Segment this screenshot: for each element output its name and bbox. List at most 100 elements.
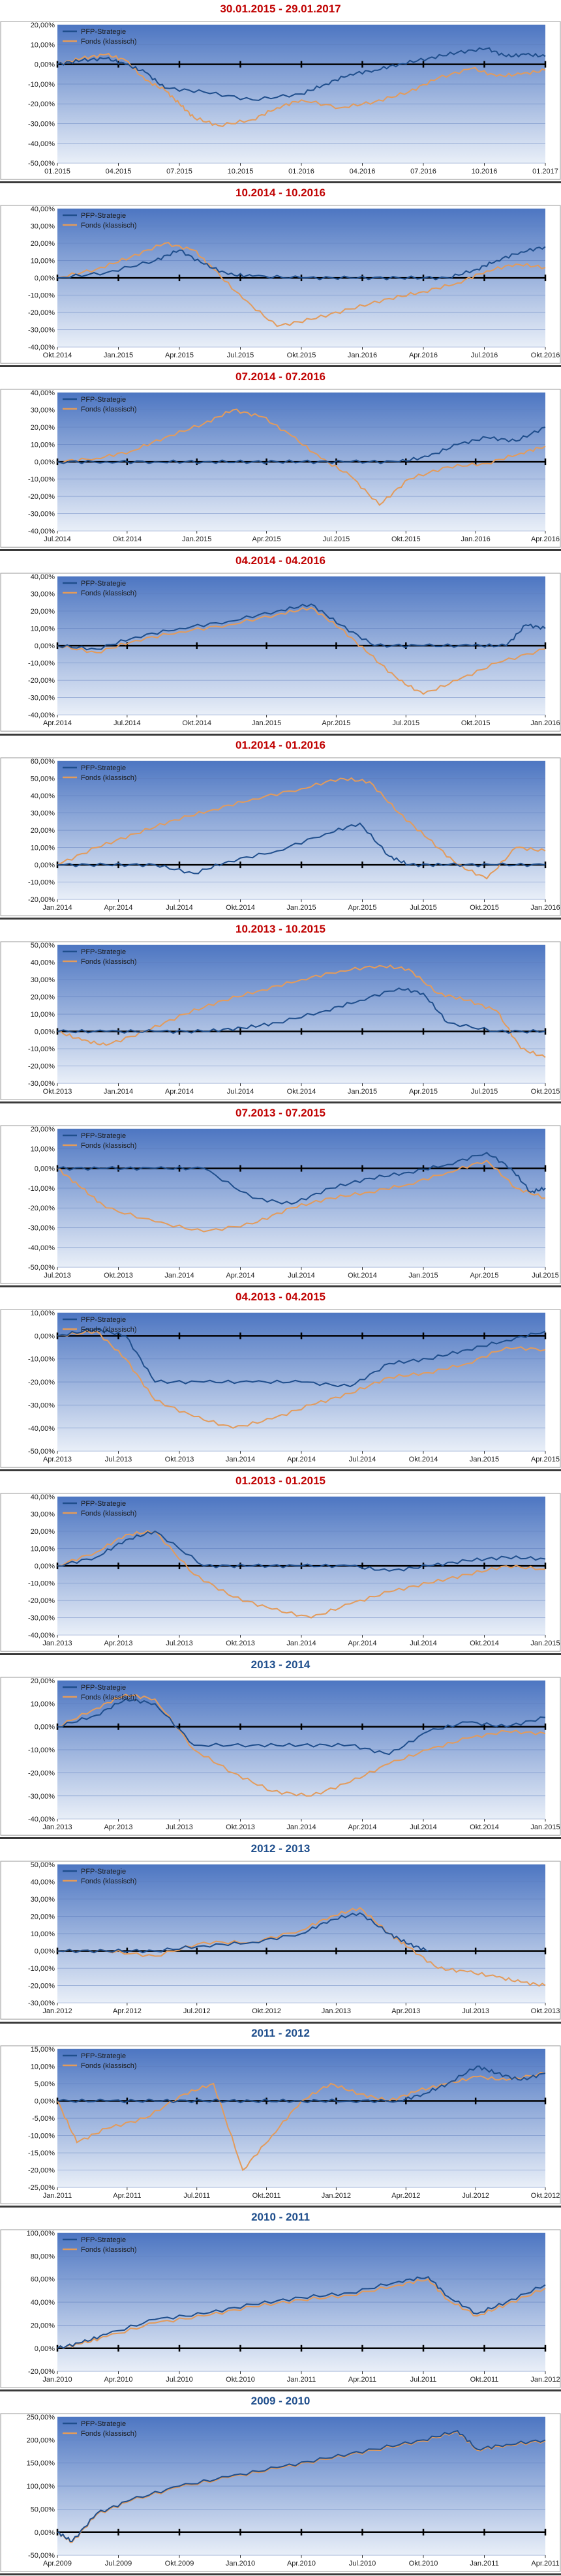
y-tick-label: -10,00% [28,1185,55,1193]
chart-title: 04.2014 - 04.2016 [235,554,326,567]
legend-label: PFP-Strategie [81,1684,126,1692]
legend: PFP-Strategie Fonds (klassisch) [63,764,137,782]
y-tick-label: 10,00% [31,1011,55,1019]
y-tick-label: 0,00% [35,1028,55,1036]
chart-panel: 2009 - 2010 250,00% 200,00% 150,00% 100,00% 5… [0,2392,561,2576]
y-tick-label: -10,00% [28,476,55,484]
y-tick-label: 10,00% [31,625,55,633]
y-tick-label: 30,00% [31,976,55,984]
x-tick-label: Jul.2011 [410,2376,437,2384]
legend: PFP-Strategie Fonds (klassisch) [63,1316,137,1334]
y-tick-label: 40,00% [31,1879,55,1887]
legend-label: Fonds (klassisch) [81,2062,137,2070]
y-tick-label: 20,00% [31,240,55,248]
legend-label: Fonds (klassisch) [81,1510,137,1518]
x-tick-label: Jan.2013 [42,1823,72,1831]
y-tick-label: 30,00% [31,223,55,231]
x-tick-label: Jul.2016 [471,352,498,359]
x-tick-label: Jan.2014 [226,1456,255,1463]
x-tick-label: Jan.2011 [287,2376,316,2384]
x-tick-label: Okt.2014 [43,352,72,359]
legend: PFP-Strategie Fonds (klassisch) [63,1868,137,1885]
line-chart: 20,00% 10,00% 0,00% -10,00% -20,00% -30,00% -4… [0,21,561,180]
legend-label: PFP-Strategie [81,948,126,956]
x-tick-label: Okt.2013 [531,2008,560,2016]
line-chart: 20,00% 10,00% 0,00% -10,00% -20,00% -30,00% -4… [0,1677,561,1836]
y-tick-label: -50,00% [28,160,55,168]
panel-separator [0,1101,561,1103]
x-tick-label: Okt.2013 [226,1823,255,1831]
y-tick-label: -40,00% [28,1244,55,1252]
series-line [57,1694,546,1797]
series-line [57,1907,546,1987]
chart-panel: 2011 - 2012 15,00% 10,00% 5,00% 0,00% -5,00% -… [0,2024,561,2208]
series-line [57,1698,546,1756]
y-tick-label: -40,00% [28,1425,55,1433]
y-tick-label: -40,00% [28,140,55,148]
x-tick-label: Jan.2013 [322,2008,351,2016]
y-tick-label: 20,00% [31,2322,55,2329]
chart-panel: 2012 - 2013 50,00% 40,00% 30,00% 20,00% 10,00… [0,1840,561,2024]
x-tick-label: Jul.2012 [183,2008,211,2016]
chart-panel: 01.2013 - 01.2015 40,00% 30,00% 20,00% 10,00… [0,1472,561,1656]
legend-label: Fonds (klassisch) [81,1142,137,1150]
x-tick-label: Jul.2013 [105,1456,132,1463]
x-tick-label: Okt.2014 [470,1640,499,1647]
x-tick-label: Jan.2016 [530,720,560,728]
y-tick-label: -10,00% [28,2132,55,2140]
legend-label: Fonds (klassisch) [81,1878,137,1885]
x-tick-label: Apr.2014 [104,904,132,912]
y-tick-label: -30,00% [28,1615,55,1623]
line-chart: 40,00% 30,00% 20,00% 10,00% 0,00% -10,00% -20,… [0,205,561,364]
y-tick-label: 10,00% [31,844,55,852]
y-tick-label: 0,00% [35,1724,55,1731]
series-line [57,1328,546,1388]
x-tick-label: Okt.2014 [287,1088,316,1096]
x-tick-label: Apr.2015 [531,1456,560,1463]
y-tick-label: -20,00% [28,100,55,108]
legend-label: PFP-Strategie [81,1868,126,1876]
x-tick-label: Apr.2010 [287,2560,316,2568]
y-tick-label: -50,00% [28,2552,55,2560]
y-tick-label: -20,00% [28,678,55,685]
legend-label: PFP-Strategie [81,1132,126,1140]
x-tick-label: Jul.2014 [410,1823,437,1831]
y-tick-label: 10,00% [31,1145,55,1153]
x-tick-label: Jul.2015 [532,1272,559,1280]
y-tick-label: -50,00% [28,1448,55,1456]
x-tick-label: Okt.2014 [409,1456,438,1463]
line-chart: 60,00% 50,00% 40,00% 30,00% 20,00% 10,00% 0,00… [0,757,561,916]
y-tick-label: 20,00% [31,1913,55,1921]
x-tick-label: Apr.2014 [348,1640,376,1647]
y-tick-label: -10,00% [28,1580,55,1588]
chart-title: 01.2014 - 01.2016 [235,738,326,751]
legend: PFP-Strategie Fonds (klassisch) [63,580,137,597]
chart-panel: 10.2014 - 10.2016 40,00% 30,00% 20,00% 10,00… [0,184,561,368]
legend-label: Fonds (klassisch) [81,1326,137,1334]
x-tick-label: Jan.2015 [470,1456,499,1463]
x-tick-label: Jul.2012 [462,2192,489,2200]
legend-label: PFP-Strategie [81,1316,126,1324]
chart-panel: 10.2013 - 10.2015 50,00% 40,00% 30,00% 20,00… [0,920,561,1104]
chart-panel: 01.2014 - 01.2016 60,00% 50,00% 40,00% 30,00… [0,736,561,920]
x-tick-label: 01.2015 [44,168,70,175]
x-tick-label: Okt.2014 [470,1823,499,1831]
line-chart: 40,00% 30,00% 20,00% 10,00% 0,00% -10,00% -20,… [0,573,561,732]
x-tick-label: Jan.2015 [530,1640,560,1647]
y-tick-label: 0,00% [35,2529,55,2537]
panel-separator [0,2021,561,2024]
x-tick-label: Jan.2014 [104,1088,133,1096]
y-tick-label: 30,00% [31,591,55,599]
x-tick-label: Jan.2014 [164,1272,194,1280]
y-tick-label: 20,00% [31,1677,55,1685]
y-tick-label: 40,00% [31,205,55,213]
x-tick-label: Jul.2013 [44,1272,71,1280]
legend-label: PFP-Strategie [81,764,126,772]
y-tick-label: -10,00% [28,1746,55,1754]
x-tick-label: Jan.2016 [530,904,560,912]
x-tick-label: Apr.2014 [348,1823,376,1831]
legend-label: PFP-Strategie [81,2236,126,2244]
series-line [57,607,546,695]
y-tick-label: 40,00% [31,1493,55,1501]
y-tick-label: 10,00% [31,41,55,49]
